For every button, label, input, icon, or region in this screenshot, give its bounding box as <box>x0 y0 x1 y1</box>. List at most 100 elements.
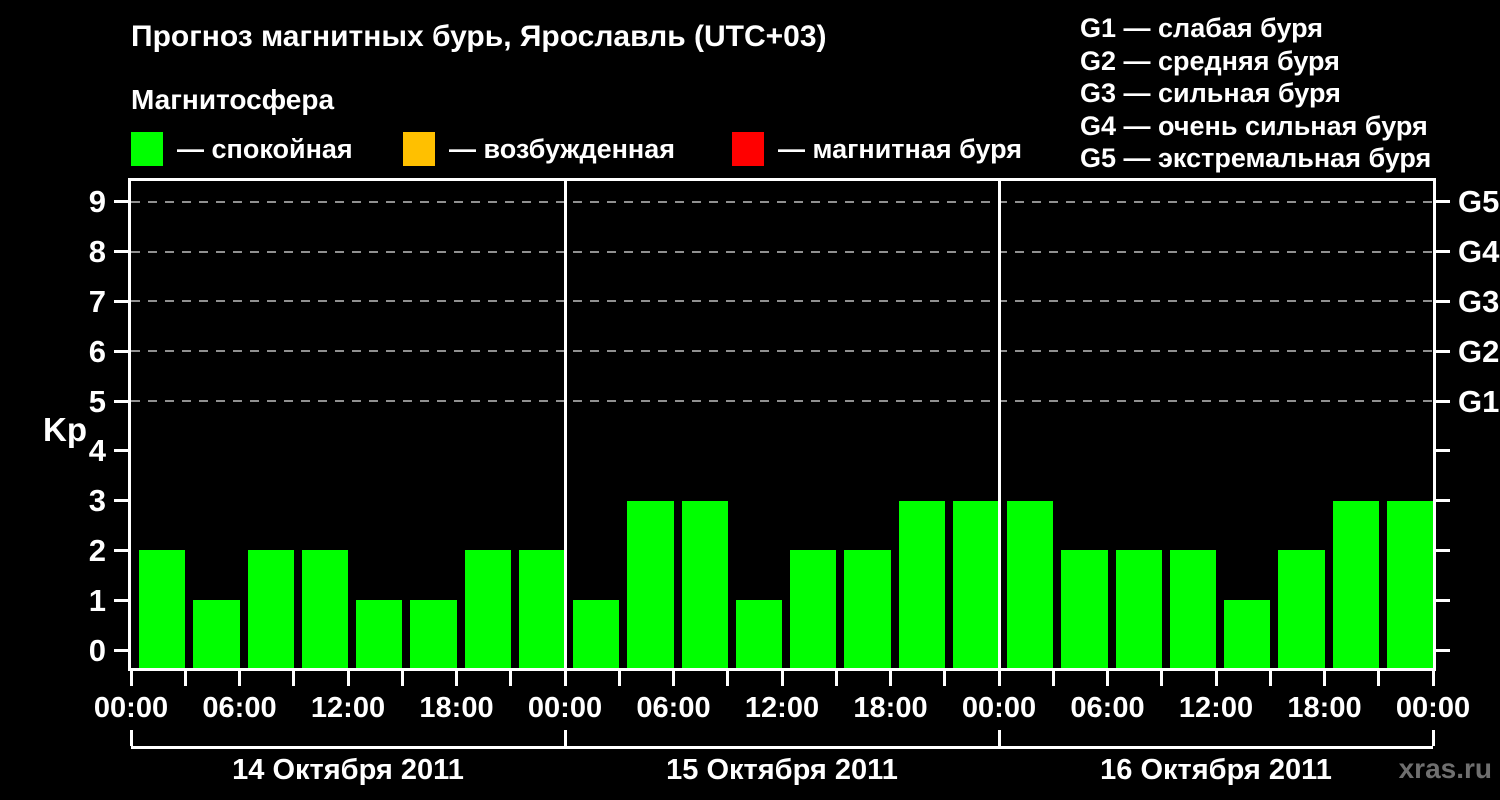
right-axis-tick <box>1436 399 1450 403</box>
x-axis-tick <box>1431 671 1435 686</box>
x-axis-tick <box>292 671 296 686</box>
kp-bar <box>1332 500 1379 668</box>
excited-color-swatch <box>403 132 435 166</box>
y-axis-tick-label: 9 <box>88 184 106 220</box>
x-axis-tick <box>129 671 133 686</box>
kp-bar <box>356 600 403 668</box>
x-axis-tick <box>400 671 404 686</box>
date-label: 14 Октября 2011 <box>232 754 464 786</box>
time-label: 18:00 <box>853 692 928 724</box>
x-axis-tick <box>997 671 1001 686</box>
right-axis-tick <box>1436 250 1450 254</box>
storm-scale-legend: G1 — слабая буря G2 — средняя буря G3 — … <box>1080 12 1431 175</box>
y-axis-tick-label: 2 <box>88 532 106 568</box>
kp-bar <box>1115 550 1162 668</box>
x-axis-tick <box>455 671 458 686</box>
right-axis-tick <box>1436 548 1450 552</box>
storm-scale-line-g2: G2 — средняя буря <box>1080 45 1340 76</box>
gridline-kp6 <box>131 350 1433 353</box>
y-axis-tick-label: 1 <box>88 582 106 618</box>
x-axis-tick <box>1051 671 1055 686</box>
y-axis-tick <box>114 449 128 453</box>
kp-bar <box>301 550 348 668</box>
right-axis-tick <box>1436 299 1450 303</box>
date-bracket-tick <box>1431 730 1435 746</box>
time-label: 06:00 <box>636 692 711 724</box>
x-axis-tick <box>509 671 513 686</box>
gridline-kp7 <box>131 300 1433 303</box>
kp-bar <box>844 550 891 668</box>
g-scale-label: G3 <box>1458 283 1500 319</box>
time-label: 12:00 <box>744 692 820 724</box>
x-axis-tick <box>889 671 892 686</box>
kp-bar <box>1278 550 1325 668</box>
watermark: xras.ru <box>1398 753 1492 784</box>
gridline-kp8 <box>131 250 1433 253</box>
quiet-color-swatch <box>131 132 163 166</box>
kp-bar <box>1386 500 1433 668</box>
date-bracket-tick <box>997 730 1001 746</box>
date-label: 15 Октября 2011 <box>666 754 898 786</box>
time-label: 12:00 <box>1178 692 1254 724</box>
kp-bar <box>1169 550 1216 668</box>
kp-bar <box>247 550 294 668</box>
kp-bar <box>627 500 674 668</box>
y-axis-tick <box>114 200 128 204</box>
y-axis-tick-label: 5 <box>88 383 106 419</box>
time-label: 06:00 <box>202 692 277 724</box>
right-axis-tick <box>1436 648 1450 652</box>
right-axis-tick <box>1436 349 1450 353</box>
x-axis-tick <box>1214 671 1218 686</box>
x-axis-tick <box>238 671 241 686</box>
time-label: 00:00 <box>1395 692 1471 724</box>
time-label: 18:00 <box>419 692 494 724</box>
right-axis-tick <box>1436 200 1450 204</box>
x-axis-tick <box>1268 671 1272 686</box>
kp-bar <box>1061 550 1108 668</box>
gridline-kp9 <box>131 200 1433 203</box>
y-axis-tick <box>114 399 128 403</box>
x-axis-tick <box>1323 671 1326 686</box>
kp-bar <box>898 500 945 668</box>
time-label: 06:00 <box>1070 692 1145 724</box>
kp-bar <box>790 550 837 668</box>
y-axis-tick <box>114 499 128 503</box>
page-title: Прогноз магнитных бурь, Ярославль (UTC+0… <box>131 20 827 53</box>
date-label: 16 Октября 2011 <box>1100 754 1332 786</box>
time-label: 18:00 <box>1287 692 1362 724</box>
g-scale-label: G4 <box>1458 234 1500 270</box>
x-axis-tick <box>346 671 350 686</box>
storm-scale-line-g3: G3 — сильная буря <box>1080 78 1341 108</box>
right-axis-tick <box>1436 598 1450 602</box>
right-axis-tick <box>1436 449 1450 453</box>
day-divider <box>563 181 567 668</box>
time-label: 00:00 <box>527 692 603 724</box>
x-axis-tick <box>943 671 947 686</box>
right-axis-tick <box>1436 499 1450 503</box>
legend-label-storm: — магнитная буря <box>778 133 1022 164</box>
x-axis-tick <box>780 671 784 686</box>
kp-bar <box>193 600 240 668</box>
y-axis-tick-label: 8 <box>88 234 106 270</box>
date-bracket <box>131 746 1433 749</box>
y-axis-tick <box>114 349 128 353</box>
date-bracket-tick <box>129 730 133 746</box>
kp-bar <box>952 500 999 668</box>
x-axis-tick <box>1160 671 1164 686</box>
day-divider <box>997 181 1001 668</box>
chart-subtitle: Магнитосфера <box>131 84 335 115</box>
x-axis-tick <box>1106 671 1109 686</box>
plot-border <box>128 178 1436 671</box>
g-scale-label: G5 <box>1458 184 1500 220</box>
storm-scale-line-g4: G4 — очень сильная буря <box>1080 110 1428 141</box>
y-axis-tick <box>114 299 128 303</box>
kp-bar <box>573 600 620 668</box>
time-label: 00:00 <box>961 692 1037 724</box>
legend-item-excited: — возбужденная <box>403 131 675 167</box>
kp-bar <box>1224 600 1271 668</box>
legend-label-excited: — возбужденная <box>449 133 675 164</box>
y-axis-tick-label: 0 <box>88 632 106 668</box>
y-axis-tick <box>114 250 128 254</box>
